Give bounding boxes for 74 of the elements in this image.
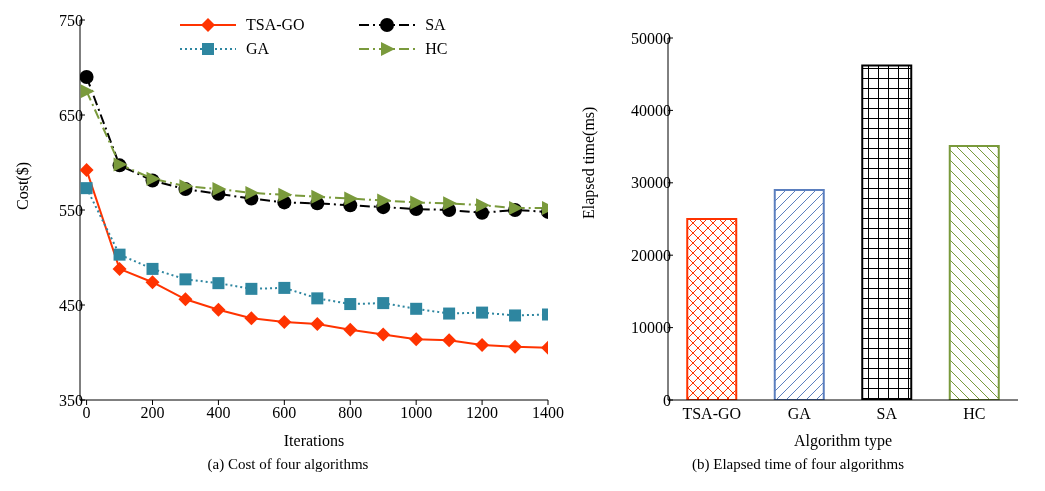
point xyxy=(409,332,424,347)
x-tick-label: 200 xyxy=(140,404,165,422)
point xyxy=(508,339,523,354)
point xyxy=(443,196,458,211)
point xyxy=(311,292,324,305)
point xyxy=(278,187,293,202)
y-tick-label: 20000 xyxy=(631,246,671,264)
legend-label: HC xyxy=(425,40,448,58)
x-tick-label: TSA-GO xyxy=(682,405,742,423)
point xyxy=(277,315,292,330)
legend-label: TSA-GO xyxy=(246,16,305,34)
y-axis-title: Cost($) xyxy=(13,162,32,210)
point xyxy=(344,191,359,206)
y-tick-label: 10000 xyxy=(631,319,671,337)
point xyxy=(212,182,227,197)
point xyxy=(311,189,326,204)
x-tick-label: 800 xyxy=(338,404,363,422)
point xyxy=(343,322,358,337)
x-tick-label: SA xyxy=(876,405,898,423)
y-tick-label: 40000 xyxy=(631,102,671,120)
point xyxy=(146,262,159,275)
point xyxy=(178,292,193,307)
point xyxy=(476,198,491,213)
point xyxy=(245,282,258,295)
point xyxy=(278,281,291,294)
x-tick-label: 1000 xyxy=(400,404,433,422)
x-tick-label: 1400 xyxy=(532,404,564,422)
point xyxy=(113,248,126,261)
y-tick-label: 30000 xyxy=(631,174,671,192)
point xyxy=(244,311,259,326)
point xyxy=(410,195,425,210)
point xyxy=(509,309,522,322)
y-tick-label: 350 xyxy=(59,391,83,409)
point xyxy=(80,84,95,99)
bar xyxy=(773,189,825,400)
point xyxy=(377,297,390,310)
x-tick-label: 1200 xyxy=(466,404,499,422)
point xyxy=(245,185,260,200)
bar xyxy=(686,218,738,400)
point xyxy=(376,327,391,342)
y-tick-label: 650 xyxy=(59,106,83,124)
x-tick-label: HC xyxy=(963,405,986,423)
text: (a) Cost of four algorithms xyxy=(206,456,370,473)
point xyxy=(112,261,127,276)
point xyxy=(80,70,94,84)
x-tick-label: 600 xyxy=(272,404,297,422)
point xyxy=(145,275,160,290)
bar xyxy=(948,144,1000,400)
y-tick-label: 0 xyxy=(663,391,671,409)
point xyxy=(475,337,490,352)
x-axis-title: Algorithm type xyxy=(793,432,893,450)
point xyxy=(410,302,423,315)
point xyxy=(377,193,392,208)
point xyxy=(476,306,489,319)
y-tick-label: 550 xyxy=(59,201,83,219)
x-tick-label: 400 xyxy=(206,404,231,422)
point xyxy=(80,163,94,178)
y-tick-label: 750 xyxy=(59,11,83,29)
point xyxy=(80,182,93,195)
point xyxy=(443,307,456,320)
point xyxy=(212,277,225,290)
y-tick-label: 50000 xyxy=(631,29,671,47)
x-axis-title: Iterations xyxy=(283,432,345,449)
y-axis-title: Elapsed time(ms) xyxy=(579,106,598,219)
point xyxy=(179,273,192,286)
point xyxy=(211,302,226,317)
x-tick-label: GA xyxy=(787,405,812,423)
legend-label: SA xyxy=(425,16,446,34)
point xyxy=(310,317,325,331)
text: (b) Elapsed time of four algorithms xyxy=(691,456,905,473)
point xyxy=(344,298,357,311)
point xyxy=(442,333,457,348)
y-tick-label: 450 xyxy=(59,296,83,314)
legend-label: GA xyxy=(246,40,270,58)
